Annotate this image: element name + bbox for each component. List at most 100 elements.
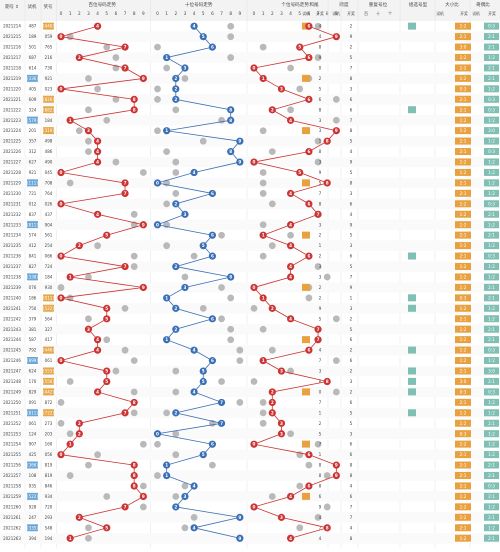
units-ball-digit: 4 <box>289 243 292 248</box>
row-bg <box>0 135 500 147</box>
issue-cell: 2021223 <box>3 118 21 123</box>
odd-ratio: 2:1 <box>488 536 495 541</box>
size-box <box>455 377 471 385</box>
odd-ratio: 1:2 <box>488 86 495 91</box>
trial-cell: 012 <box>29 201 37 206</box>
hundreds-ball <box>103 377 111 386</box>
odd-ratio: 0:3 <box>488 348 495 353</box>
units-ball <box>287 492 295 501</box>
issue-cell: 2021228 <box>3 170 21 175</box>
sum-box <box>302 492 310 500</box>
size-ratio: 0:3 <box>460 389 467 394</box>
hundreds-ball-digit: 8 <box>133 400 136 405</box>
span-value: 5 <box>350 264 353 269</box>
draw-cell: 273 <box>45 421 53 426</box>
units-ball-digit: 5 <box>298 170 301 175</box>
trial-ball <box>172 451 180 459</box>
span-value: 8 <box>350 536 353 541</box>
odd-ratio: 1:2 <box>488 55 495 60</box>
tens-ball <box>181 210 189 218</box>
tens-digit-label: 7 <box>220 11 223 16</box>
odd-box <box>484 482 499 490</box>
sum-value: 3 <box>319 369 322 374</box>
odd-box <box>484 377 499 385</box>
span-value: 5 <box>350 55 353 60</box>
trial-ball <box>268 346 276 354</box>
trial-ball <box>163 409 171 417</box>
tens-ball <box>227 273 235 281</box>
trial-ball <box>94 242 101 250</box>
size-ratio: 1:2 <box>460 442 467 447</box>
odd-ratio: 1:2 <box>488 504 495 509</box>
trial-ball <box>130 210 138 218</box>
units-ball <box>287 116 295 124</box>
tens-ball-digit: 2 <box>174 264 177 269</box>
size-box <box>455 137 471 145</box>
hundreds-digit-label: 3 <box>87 11 90 16</box>
tens-ball <box>172 325 180 333</box>
size-box <box>455 273 471 281</box>
units-ball-digit: 0 <box>253 442 256 447</box>
repeat-title: 重复号位 <box>369 1 388 8</box>
hundreds-ball-digit: 2 <box>78 421 81 426</box>
units-ball-digit: 2 <box>271 306 274 311</box>
trial-highlight <box>27 357 38 365</box>
sum-value: 2 <box>319 285 322 290</box>
odd-ratio: 0:3 <box>488 484 495 489</box>
hundreds-ball <box>57 33 65 41</box>
draw-cell: 561 <box>45 233 53 238</box>
trial-cell: 186 <box>29 295 37 300</box>
sum-box <box>302 179 310 187</box>
units-ball <box>332 33 340 41</box>
trial-ball <box>296 524 304 532</box>
span-value: 6 <box>350 337 353 342</box>
hundreds-ball <box>57 294 65 302</box>
hundreds-ball <box>121 409 129 417</box>
odd-ratio: 1:2 <box>488 431 495 436</box>
sum-box <box>302 273 310 280</box>
odd-ratio: 1:2 <box>488 358 495 363</box>
trial-cell: [811] <box>27 410 38 415</box>
sum-box <box>302 74 310 82</box>
odd-box <box>484 336 499 344</box>
odd-ratio: 0:3 <box>488 24 495 29</box>
trial-cell: 108 <box>29 473 37 478</box>
units-ball <box>287 534 295 542</box>
hundreds-ball-digit: 0 <box>60 86 63 91</box>
size-ratio: 0:3 <box>460 86 467 91</box>
units-ball-digit: 1 <box>262 76 265 81</box>
sum-value: 5 <box>319 316 322 321</box>
hundreds-ball <box>75 430 83 438</box>
units-ball-digit: 3 <box>280 431 283 436</box>
hundreds-ball <box>94 22 102 30</box>
sum-value: 5 <box>319 86 322 91</box>
issue-cell: 2021248 <box>3 379 21 384</box>
trial-ball <box>314 263 322 270</box>
size-box <box>455 189 471 197</box>
trial-ball <box>154 85 161 93</box>
trial-ball <box>332 95 340 103</box>
sum-value: 6 <box>319 97 322 102</box>
subheader: 开奖 <box>347 11 355 16</box>
trial-ball <box>218 231 225 239</box>
units-ball <box>277 367 286 375</box>
draw-cell: 059 <box>45 34 53 39</box>
size-ratio: 2:1 <box>460 369 467 374</box>
units-ball <box>296 43 304 51</box>
tens-ball-digit: 2 <box>174 201 177 206</box>
trial-ball <box>163 148 171 156</box>
size-box <box>455 492 471 500</box>
trial-ball <box>259 127 267 135</box>
draw-cell: [882] <box>43 107 54 112</box>
hundreds-ball-digit: 8 <box>133 463 136 468</box>
size-ratio: 2:1 <box>460 180 467 185</box>
units-ball-digit: 8 <box>326 139 329 144</box>
hundreds-ball <box>130 398 138 407</box>
units-ball-digit: 1 <box>262 233 265 238</box>
units-ball <box>250 283 258 292</box>
hundreds-ball-digit: 4 <box>96 149 99 154</box>
trial-cell: 061 <box>29 421 37 426</box>
size-box <box>455 524 471 532</box>
sum-value: 7 <box>319 400 322 405</box>
trial-ball <box>181 75 189 82</box>
